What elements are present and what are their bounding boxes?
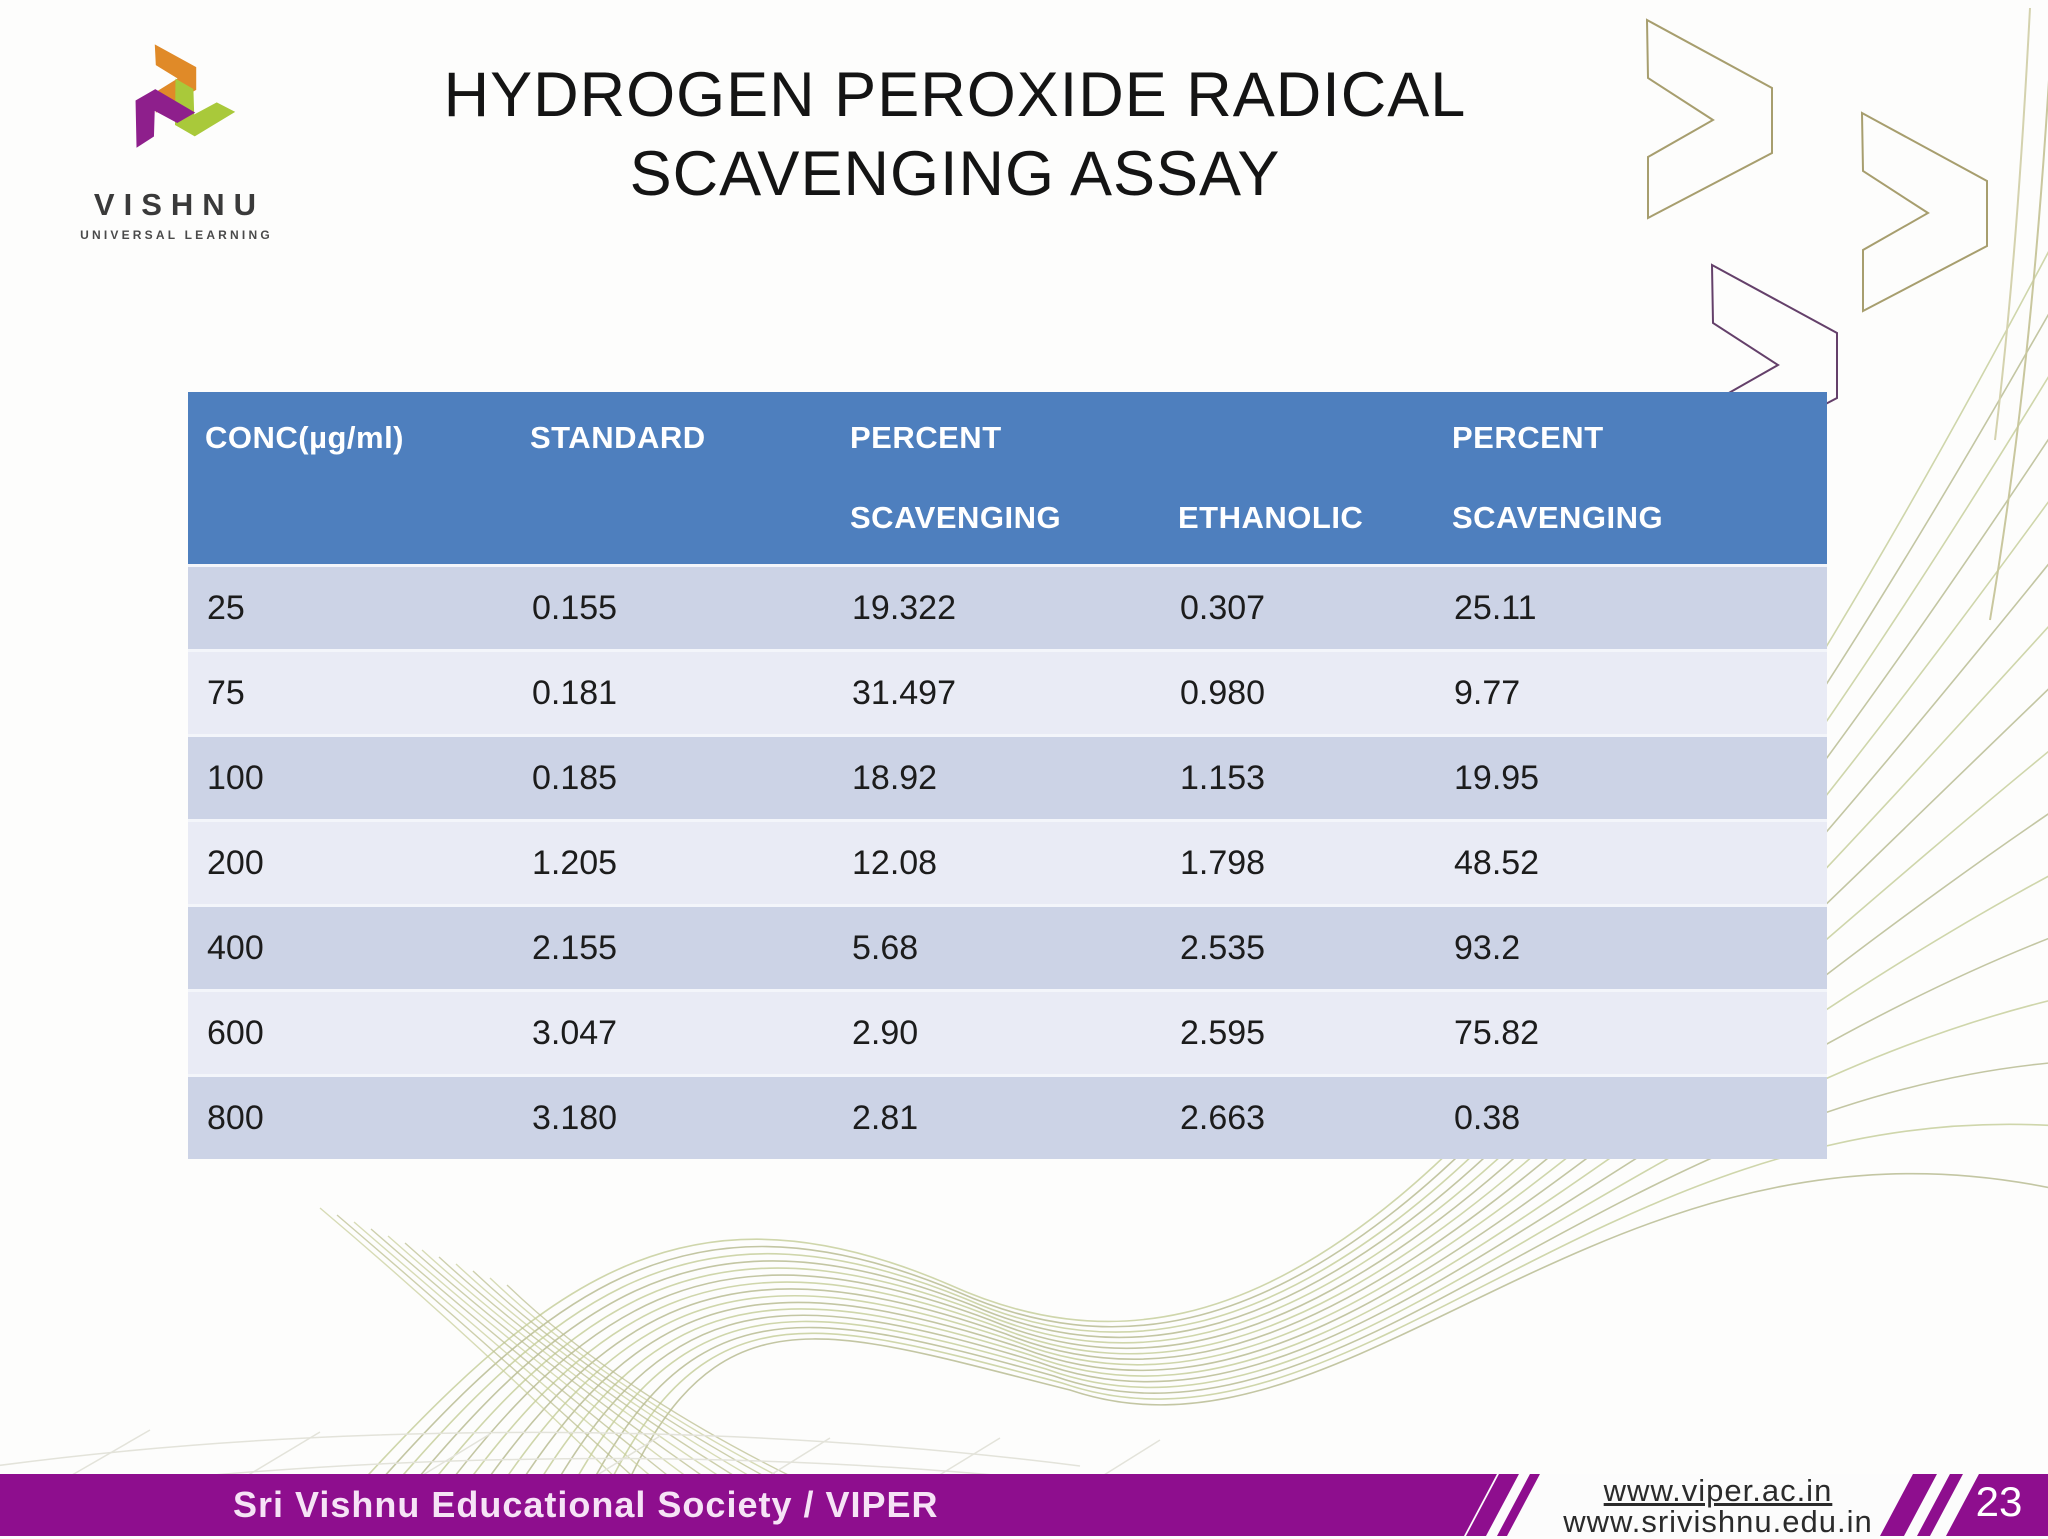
table-cell: 0.38	[1435, 1074, 1827, 1159]
footer-society-text: Sri Vishnu Educational Society / VIPER	[233, 1484, 939, 1525]
table-cell: 93.2	[1435, 904, 1827, 991]
column-header-2: STANDARD	[513, 392, 833, 566]
table-cell: 100	[188, 734, 513, 821]
table-cell: 2.81	[833, 1074, 1161, 1159]
table-cell: 0.185	[513, 734, 833, 821]
table-cell: 19.322	[833, 564, 1161, 651]
table-cell: 0.980	[1161, 649, 1435, 736]
page-number: 23	[1975, 1478, 2023, 1525]
table-row: 100 0.185 18.92 1.153 19.95	[188, 734, 1827, 821]
table-cell: 2.90	[833, 989, 1161, 1076]
table-cell: 48.52	[1435, 819, 1827, 906]
table-cell: 0.155	[513, 564, 833, 651]
column-header-5: PERCENT SCAVENGING	[1435, 392, 1827, 566]
table-cell: 400	[188, 904, 513, 991]
table-cell: 18.92	[833, 734, 1161, 821]
table-cell: 2.155	[513, 904, 833, 991]
table-cell: 12.08	[833, 819, 1161, 906]
table-cell: 75	[188, 649, 513, 736]
footer-urls: www.viper.ac.in www.srivishnu.edu.in	[1518, 1473, 1918, 1539]
vishnu-logo-block: VISHNU UNIVERSAL LEARNING	[70, 34, 280, 242]
table-cell: 2.595	[1161, 989, 1435, 1076]
table-cell: 31.497	[833, 649, 1161, 736]
table-row: 75 0.181 31.497 0.980 9.77	[188, 649, 1827, 736]
table-row: 800 3.180 2.81 2.663 0.38	[188, 1074, 1827, 1159]
slide-title-line2: SCAVENGING ASSAY	[629, 139, 1281, 210]
table-cell: 25.11	[1435, 564, 1827, 651]
table-row: 400 2.155 5.68 2.535 93.2	[188, 904, 1827, 991]
table-cell: 2.535	[1161, 904, 1435, 991]
logo-name: VISHNU	[93, 187, 266, 222]
chevron-outline-icon	[1860, 111, 1988, 313]
column-header-4: ETHANOLIC	[1161, 392, 1435, 566]
column-header-1: CONC(µg/ml)	[188, 392, 513, 566]
table-cell: 800	[188, 1074, 513, 1159]
table-cell: 75.82	[1435, 989, 1827, 1076]
table-header-row: CONC(µg/ml) STANDARD PERCENT SCAVENGING ETHA…	[188, 392, 1827, 566]
table-row: 25 0.155 19.322 0.307 25.11	[188, 564, 1827, 651]
vishnu-logo-icon	[135, 44, 235, 148]
footer-bar: Sri Vishnu Educational Society / VIPER	[0, 1474, 2048, 1536]
slide-title-line1: HYDROGEN PEROXIDE RADICAL	[443, 60, 1467, 130]
table-row: 200 1.205 12.08 1.798 48.52	[188, 819, 1827, 906]
table-cell: 19.95	[1435, 734, 1827, 821]
column-header-3: PERCENT SCAVENGING	[833, 392, 1161, 566]
srivishnu-url: www.srivishnu.edu.in	[1563, 1504, 1873, 1539]
assay-data-table: CONC(µg/ml) STANDARD PERCENT SCAVENGING ETHA…	[188, 392, 1827, 1159]
table-cell: 1.205	[513, 819, 833, 906]
table-cell: 3.047	[513, 989, 833, 1076]
slide-title: HYDROGEN PEROXIDE RADICAL SCAVENGING ASS…	[330, 56, 1580, 215]
table-cell: 1.153	[1161, 734, 1435, 821]
viper-url: www.viper.ac.in	[1603, 1473, 1833, 1508]
table-cell: 9.77	[1435, 649, 1827, 736]
table-cell: 1.798	[1161, 819, 1435, 906]
table-cell: 0.181	[513, 649, 833, 736]
table-cell: 2.663	[1161, 1074, 1435, 1159]
table-cell: 5.68	[833, 904, 1161, 991]
logo-tagline: UNIVERSAL LEARNING	[80, 228, 273, 242]
table-row: 600 3.047 2.90 2.595 75.82	[188, 989, 1827, 1076]
table-cell: 0.307	[1161, 564, 1435, 651]
table-cell: 600	[188, 989, 513, 1076]
chevron-outline-icon	[1645, 18, 1773, 220]
table-cell: 25	[188, 564, 513, 651]
table-cell: 200	[188, 819, 513, 906]
table-cell: 3.180	[513, 1074, 833, 1159]
